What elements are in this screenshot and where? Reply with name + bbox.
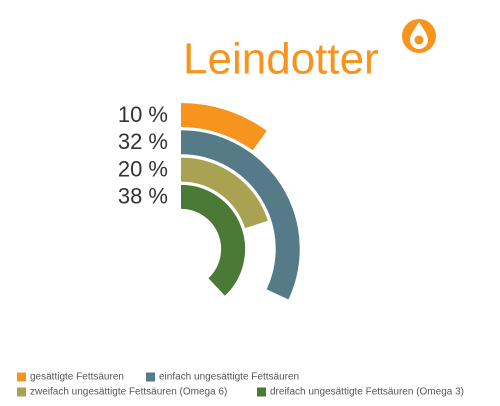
value-label: 38 % [118,184,168,209]
legend-label: zweifach ungesättigte Fettsäuren (Omega … [30,387,227,398]
value-label: 10 % [118,102,168,127]
radial-bar [180,103,267,151]
chart-title: Leindotter [183,35,379,84]
logo [402,19,436,53]
legend-swatch [146,372,155,382]
legend-label: einfach ungesättigte Fettsäuren [159,372,299,383]
legend-swatch [17,387,26,397]
legend-label: dreifach ungesättigte Fettsäuren (Omega … [270,387,464,398]
value-label: 20 % [118,156,168,181]
value-label: 32 % [118,129,168,154]
radial-bar [180,157,268,229]
legend-label: gesättigte Fettsäuren [30,372,124,383]
radial-bar [180,184,246,296]
legend-swatch [17,372,26,382]
legend-swatch [257,387,266,397]
radial-bar [180,130,300,300]
logo-dot [414,35,424,45]
